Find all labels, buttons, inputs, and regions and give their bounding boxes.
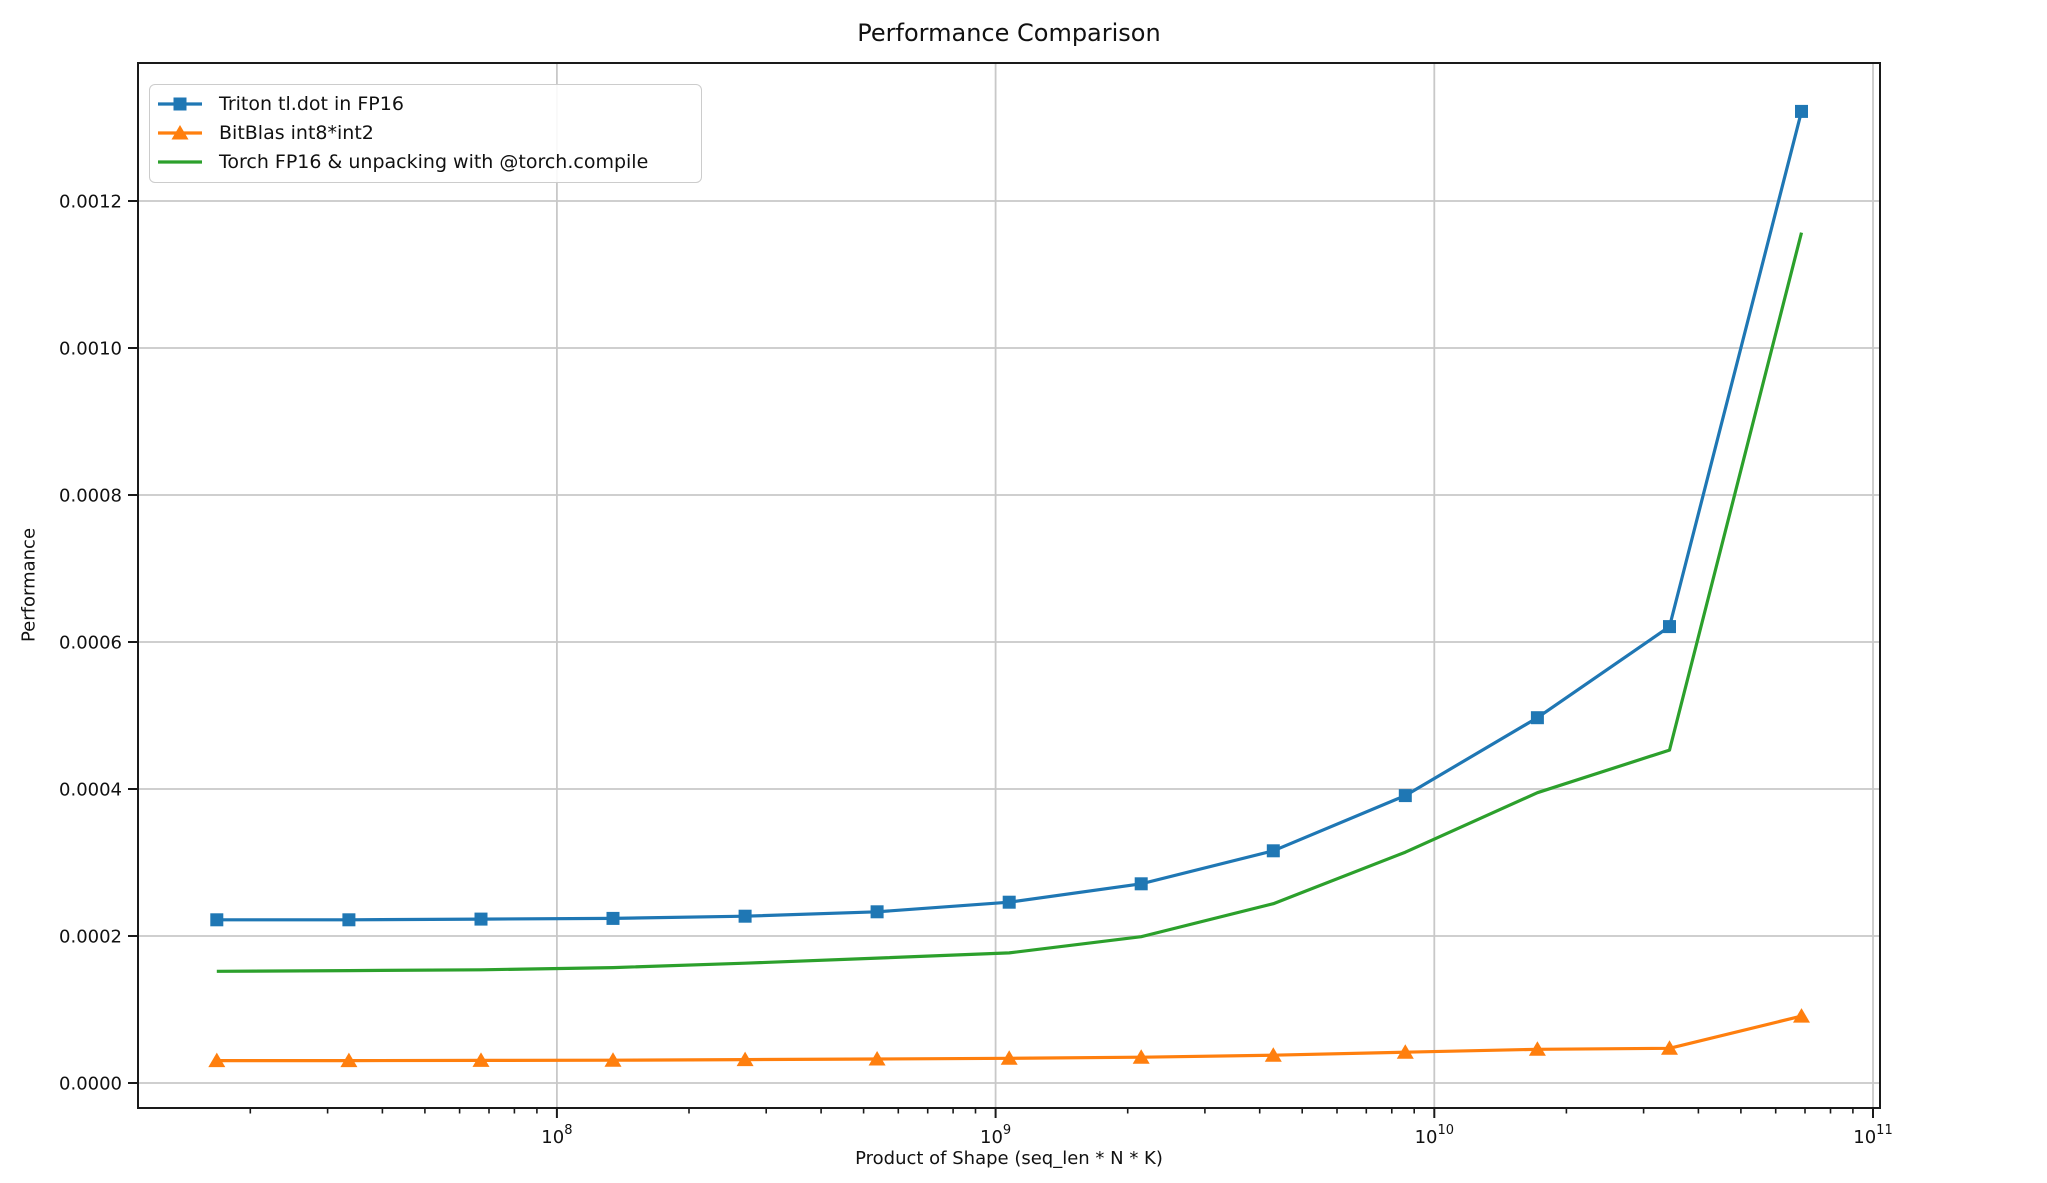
series-0-marker [1002, 895, 1016, 909]
legend-sample-marker [173, 97, 187, 111]
series-1-marker [604, 1052, 622, 1067]
series-0-marker [1398, 789, 1412, 803]
series-1-marker [208, 1052, 226, 1068]
series-0-marker [1266, 844, 1280, 858]
series-1-marker [340, 1052, 358, 1068]
series-0-marker [870, 905, 884, 919]
y-tick-label: 0.0012 [59, 192, 122, 213]
series-1-marker [1396, 1044, 1414, 1059]
series-0-marker [738, 909, 752, 923]
series-0-marker [210, 913, 224, 927]
legend-label: BitBlas int8*int2 [219, 122, 374, 145]
x-tick-label: 1010 [1415, 1123, 1454, 1148]
legend-item: BitBlas int8*int2 [157, 119, 691, 148]
plot-border [137, 62, 1881, 1109]
series-0-marker [1134, 877, 1148, 891]
series-1-marker [1264, 1047, 1282, 1062]
legend-sample-line-2 [157, 151, 203, 173]
legend-sample-line-1 [157, 122, 203, 144]
series-1-marker [736, 1051, 754, 1067]
legend: Triton tl.dot in FP16 BitBlas int8*int2 … [149, 84, 702, 184]
x-tick-label: 108 [541, 1123, 572, 1148]
series-1-marker [472, 1052, 490, 1067]
chart-title: Performance Comparison [857, 19, 1161, 47]
series-0-marker [342, 913, 356, 927]
series-0-marker [606, 911, 620, 925]
series-0-marker [474, 912, 488, 926]
legend-item: Triton tl.dot in FP16 [157, 90, 691, 119]
x-axis-label: Product of Shape (seq_len * N * K) [855, 1148, 1163, 1169]
series-1-marker [1000, 1050, 1018, 1065]
series-0-marker [1795, 104, 1808, 118]
legend-item: Torch FP16 & unpacking with @torch.compi… [157, 147, 691, 176]
series-1-marker [1661, 1040, 1678, 1055]
series-1-marker [1528, 1041, 1546, 1056]
series-1-marker [1132, 1049, 1150, 1064]
legend-sample-marker [171, 125, 189, 140]
series-1-marker [1793, 1008, 1810, 1023]
legend-sample-svg [158, 97, 202, 111]
y-tick-label: 0.0006 [59, 633, 122, 654]
legend-sample-line-0 [157, 93, 203, 115]
series-line-2 [216, 232, 1804, 973]
legend-sample-svg [158, 125, 202, 140]
y-tick-label: 0.0002 [59, 927, 122, 948]
series-1-marker [868, 1051, 886, 1066]
x-tick-label: 109 [980, 1123, 1011, 1148]
series-line-0 [216, 111, 1804, 922]
x-tick-label: 1011 [1853, 1123, 1892, 1148]
y-tick-label: 0.0010 [59, 339, 122, 360]
legend-label: Triton tl.dot in FP16 [219, 93, 404, 116]
legend-label: Torch FP16 & unpacking with @torch.compi… [219, 150, 649, 173]
y-tick-label: 0.0000 [59, 1074, 122, 1095]
series-0-marker [1663, 620, 1676, 634]
series-0-marker [1530, 711, 1544, 725]
legend-sample-svg [158, 160, 202, 164]
y-tick-label: 0.0008 [59, 486, 122, 507]
y-tick-label: 0.0004 [59, 780, 122, 801]
